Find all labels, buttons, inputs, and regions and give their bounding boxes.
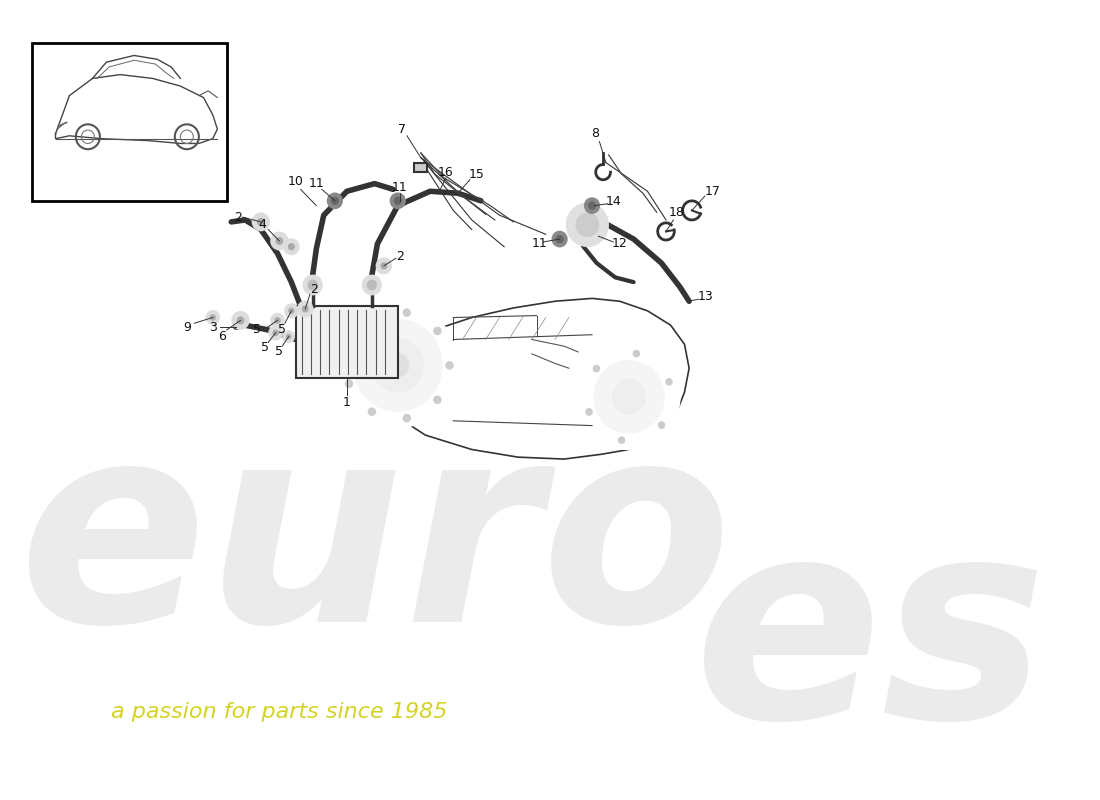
Circle shape <box>270 326 282 339</box>
Circle shape <box>273 330 278 335</box>
Circle shape <box>586 409 592 415</box>
Circle shape <box>363 275 381 294</box>
Text: 9: 9 <box>183 321 190 334</box>
Circle shape <box>593 366 600 372</box>
Circle shape <box>257 218 264 226</box>
Circle shape <box>579 344 680 450</box>
Circle shape <box>368 315 375 322</box>
Circle shape <box>353 319 442 411</box>
Circle shape <box>284 239 299 254</box>
Circle shape <box>328 193 342 209</box>
Text: 16: 16 <box>438 166 453 178</box>
Circle shape <box>367 280 376 290</box>
Circle shape <box>253 214 270 230</box>
Circle shape <box>298 302 312 317</box>
Circle shape <box>618 437 625 443</box>
Circle shape <box>238 317 244 324</box>
Text: 5: 5 <box>278 323 286 337</box>
Text: 13: 13 <box>697 290 714 303</box>
Circle shape <box>566 204 607 246</box>
Text: 18: 18 <box>669 206 685 219</box>
Circle shape <box>338 303 458 427</box>
Text: 1: 1 <box>343 396 351 409</box>
Circle shape <box>286 334 290 339</box>
Circle shape <box>556 235 563 243</box>
Circle shape <box>288 244 295 250</box>
Text: 2: 2 <box>234 210 242 223</box>
Text: 2: 2 <box>310 283 318 296</box>
Circle shape <box>588 202 596 210</box>
Circle shape <box>659 422 664 429</box>
Circle shape <box>376 258 392 274</box>
Bar <box>296 306 398 378</box>
Circle shape <box>345 380 353 387</box>
Circle shape <box>613 380 646 414</box>
Circle shape <box>275 318 280 323</box>
Circle shape <box>666 378 672 385</box>
Circle shape <box>308 280 317 290</box>
Text: 5: 5 <box>261 341 268 354</box>
Text: 6: 6 <box>218 330 226 343</box>
Circle shape <box>302 306 308 312</box>
Text: euro: euro <box>19 410 733 680</box>
Text: es: es <box>694 506 1047 776</box>
Circle shape <box>368 408 375 415</box>
Circle shape <box>210 315 216 320</box>
Text: 3: 3 <box>209 321 217 334</box>
Bar <box>415 162 427 172</box>
Circle shape <box>594 361 664 434</box>
Bar <box>32 43 227 201</box>
Circle shape <box>285 304 298 318</box>
Circle shape <box>372 338 424 392</box>
Circle shape <box>446 362 453 369</box>
Text: 15: 15 <box>469 167 484 181</box>
Circle shape <box>289 308 294 314</box>
Text: 5: 5 <box>253 323 261 337</box>
Circle shape <box>232 312 249 329</box>
Circle shape <box>387 354 409 377</box>
Circle shape <box>576 214 598 236</box>
Circle shape <box>403 414 410 422</box>
Text: 11: 11 <box>392 181 407 194</box>
Circle shape <box>345 343 353 351</box>
Circle shape <box>331 197 339 205</box>
Circle shape <box>276 238 283 245</box>
Text: 5: 5 <box>275 346 284 358</box>
Circle shape <box>584 198 600 214</box>
Text: 10: 10 <box>288 175 304 188</box>
Circle shape <box>433 396 441 403</box>
Text: a passion for parts since 1985: a passion for parts since 1985 <box>111 702 448 722</box>
Circle shape <box>552 231 567 246</box>
Circle shape <box>433 327 441 334</box>
Circle shape <box>271 314 284 327</box>
Text: 7: 7 <box>398 122 406 136</box>
Text: 2: 2 <box>397 250 405 263</box>
Text: 12: 12 <box>612 238 628 250</box>
Circle shape <box>634 350 639 357</box>
Text: 14: 14 <box>605 195 621 208</box>
Circle shape <box>390 193 405 209</box>
Circle shape <box>403 309 410 317</box>
Text: 8: 8 <box>591 127 598 140</box>
Text: 4: 4 <box>258 218 266 231</box>
Circle shape <box>271 232 288 250</box>
Text: 11: 11 <box>308 177 324 190</box>
Circle shape <box>381 263 387 269</box>
Circle shape <box>304 275 322 294</box>
Circle shape <box>283 331 294 342</box>
Circle shape <box>394 197 402 205</box>
Text: 11: 11 <box>531 238 547 250</box>
Text: 17: 17 <box>704 185 720 198</box>
Circle shape <box>207 311 219 324</box>
